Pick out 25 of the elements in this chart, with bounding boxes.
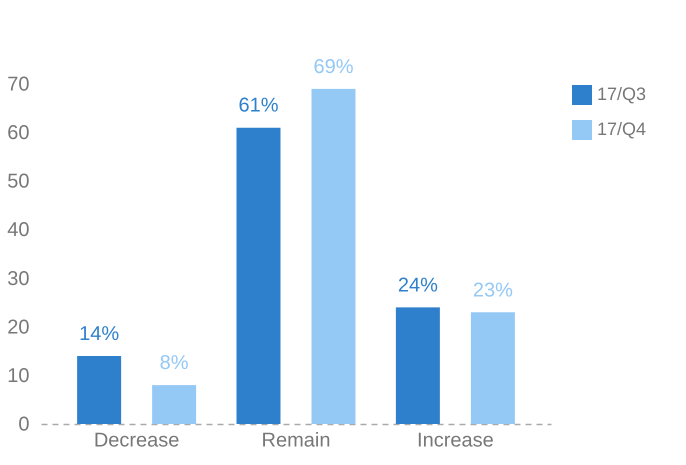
y-tick-label: 20 (7, 316, 30, 338)
bar (396, 307, 440, 424)
y-tick-label: 30 (7, 268, 30, 290)
bar (312, 88, 356, 424)
bar (152, 385, 196, 424)
y-tick-label: 0 (18, 414, 30, 436)
y-tick-label: 40 (7, 219, 30, 242)
data-label: 24% (398, 274, 438, 296)
data-label: 23% (472, 279, 514, 302)
data-label: 61% (238, 94, 279, 117)
bar (77, 356, 122, 424)
bar (470, 312, 515, 424)
data-label: 14% (79, 323, 120, 345)
y-tick-label: 50 (7, 170, 30, 193)
x-tick-label: Remain (262, 430, 330, 452)
data-label: 69% (313, 56, 354, 78)
data-label: 8% (160, 352, 189, 374)
y-tick-label: 60 (7, 122, 30, 144)
y-tick-label: 70 (7, 74, 30, 96)
bar (236, 128, 280, 424)
legend-label: 17/Q4 (597, 119, 646, 139)
x-tick-label: Decrease (94, 430, 180, 452)
y-tick-label: 10 (7, 364, 30, 387)
x-tick-label: Increase (417, 430, 494, 452)
legend-label: 17/Q3 (597, 84, 646, 104)
